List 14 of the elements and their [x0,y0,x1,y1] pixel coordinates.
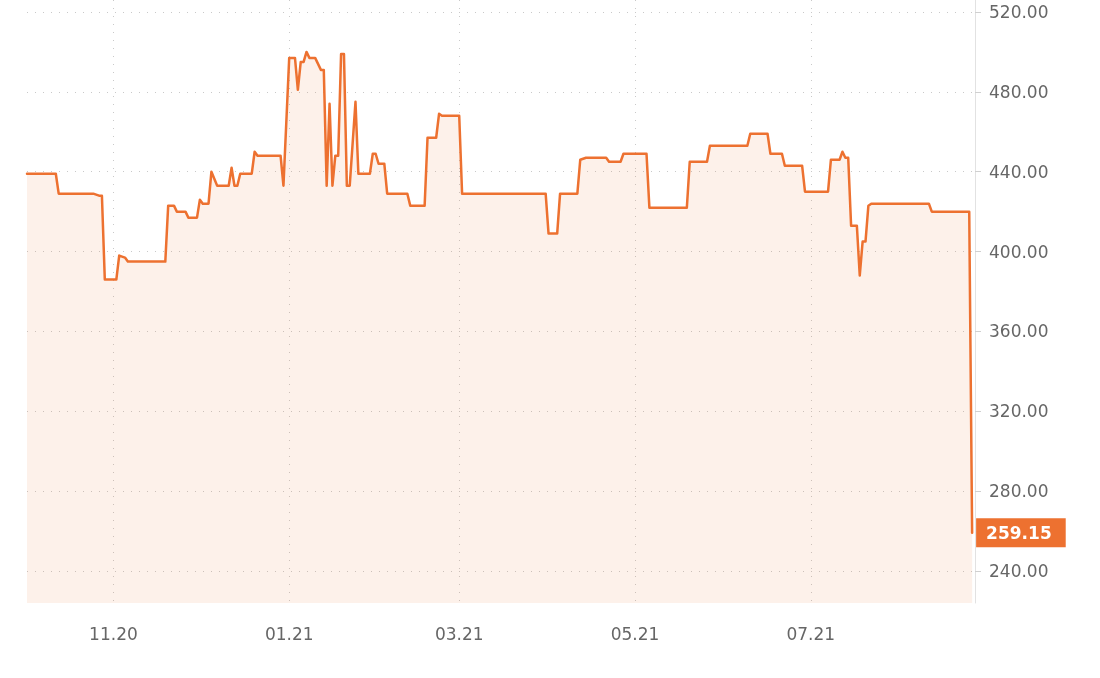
y-tick-label: 320.00 [989,401,1049,422]
y-tick-label: 280.00 [989,481,1049,502]
y-tick-label: 240.00 [989,561,1049,582]
x-tick-label: 01.21 [264,623,314,644]
y-tick-label: 520.00 [989,1,1049,22]
x-tick-label: 03.21 [434,623,484,644]
y-tick-label: 360.00 [989,321,1049,342]
y-tick-label: 400.00 [989,241,1049,262]
x-tick-label: 07.21 [786,623,836,644]
y-tick-label: 480.00 [989,81,1049,102]
y-tick-label: 440.00 [989,161,1049,182]
data-label: 259.15 [986,522,1052,543]
x-tick-label: 05.21 [610,623,660,644]
x-tick-label: 11.20 [89,623,138,644]
